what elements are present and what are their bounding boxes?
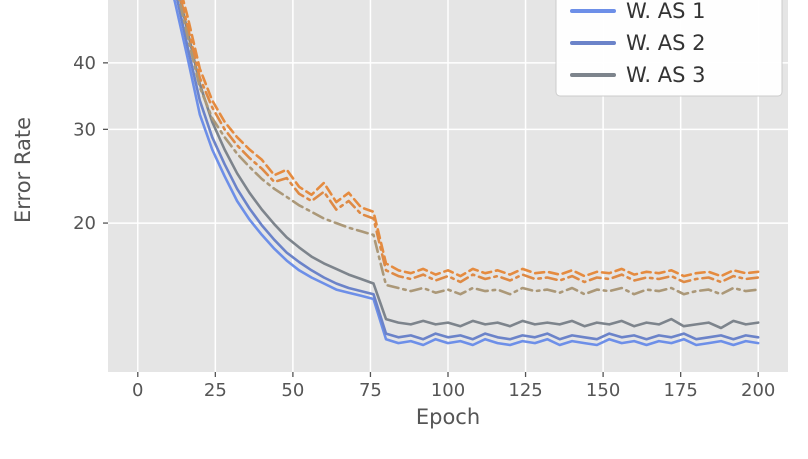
series-line-w-as-3 bbox=[178, 0, 760, 330]
x-tick-label: 25 bbox=[204, 380, 227, 401]
legend-label: W. AS 1 bbox=[626, 0, 705, 23]
series-line-cropped-legend-orange-dashed bbox=[181, 0, 760, 278]
y-tick-label: 20 bbox=[73, 213, 96, 234]
series-line-cropped-legend-orange-dashdot bbox=[179, 0, 760, 284]
x-tick-label: 125 bbox=[508, 380, 542, 401]
legend-label: W. AS 2 bbox=[626, 31, 705, 55]
legend-label: W. AS 3 bbox=[626, 63, 705, 87]
x-tick-label: 150 bbox=[586, 380, 620, 401]
x-axis-label: Epoch bbox=[416, 405, 480, 429]
legend: W. AS 1 W. AS 2 W. AS 3 bbox=[555, 0, 783, 97]
legend-box bbox=[555, 0, 783, 97]
x-tick-label: 75 bbox=[359, 380, 382, 401]
x-tick-label: 50 bbox=[281, 380, 304, 401]
x-tick-label: 200 bbox=[741, 380, 775, 401]
x-tick-label: 175 bbox=[663, 380, 697, 401]
series-group bbox=[173, 0, 760, 347]
series-line-cropped-legend-tan-dashdot bbox=[177, 0, 760, 296]
series-line-w-as-1 bbox=[173, 0, 760, 347]
y-tick-label: 30 bbox=[73, 119, 96, 140]
y-axis-label: Error Rate bbox=[11, 117, 35, 223]
x-tick-label: 100 bbox=[431, 380, 465, 401]
y-tick-label: 40 bbox=[73, 53, 96, 74]
series-line-w-as-2 bbox=[176, 0, 760, 341]
x-tick-label: 0 bbox=[132, 380, 143, 401]
